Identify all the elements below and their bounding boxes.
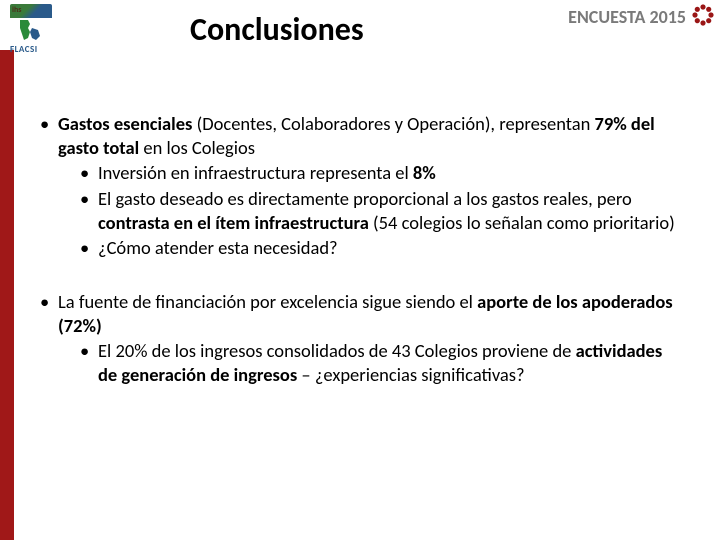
bullet-1-sub-2: El gasto deseado es directamente proporc… bbox=[98, 187, 678, 234]
b1s2-text-1: El gasto deseado es directamente proporc… bbox=[98, 187, 632, 210]
b1s2-text-2: (54 colegios lo señalan como prioritario… bbox=[369, 211, 675, 234]
bullet-2: La fuente de financiación por excelencia… bbox=[58, 290, 678, 387]
bullet-2-sub-1: El 20% de los ingresos consolidados de 4… bbox=[98, 339, 678, 386]
logo-text: FLACSI bbox=[10, 44, 54, 55]
b1s1-bold: 8% bbox=[413, 161, 436, 184]
b1-text-1: (Docentes, Colaboradores y Operación), r… bbox=[192, 112, 594, 135]
asterisk-badge-icon bbox=[692, 4, 714, 26]
bullet-1: Gastos esenciales (Docentes, Colaborador… bbox=[58, 112, 678, 260]
content-area: Gastos esenciales (Docentes, Colaborador… bbox=[58, 112, 678, 417]
b1s1-text: Inversión en infraestructura representa … bbox=[98, 161, 413, 184]
flacsi-logo: ihs FLACSI bbox=[10, 4, 54, 50]
header-survey-label: ENCUESTA 2015 bbox=[568, 6, 686, 28]
b1-text-2: en los Colegios bbox=[139, 136, 255, 159]
left-accent-bar bbox=[0, 50, 14, 540]
b2-text-1: La fuente de financiación por excelencia… bbox=[58, 290, 477, 313]
b2s1-text-1: El 20% de los ingresos consolidados de 4… bbox=[98, 339, 576, 362]
logo-map-icon bbox=[14, 18, 48, 42]
page-title: Conclusiones bbox=[190, 10, 364, 49]
bullet-1-sub-3: ¿Cómo atender esta necesidad? bbox=[98, 236, 678, 260]
b1s2-bold: contrasta en el ítem infraestructura bbox=[98, 211, 369, 234]
bullet-1-sub-1: Inversión en infraestructura representa … bbox=[98, 161, 678, 185]
logo-ihs-text: ihs bbox=[12, 5, 21, 15]
b2s1-text-2: – ¿experiencias significativas? bbox=[297, 363, 524, 386]
b1-bold-1: Gastos esenciales bbox=[58, 112, 192, 135]
